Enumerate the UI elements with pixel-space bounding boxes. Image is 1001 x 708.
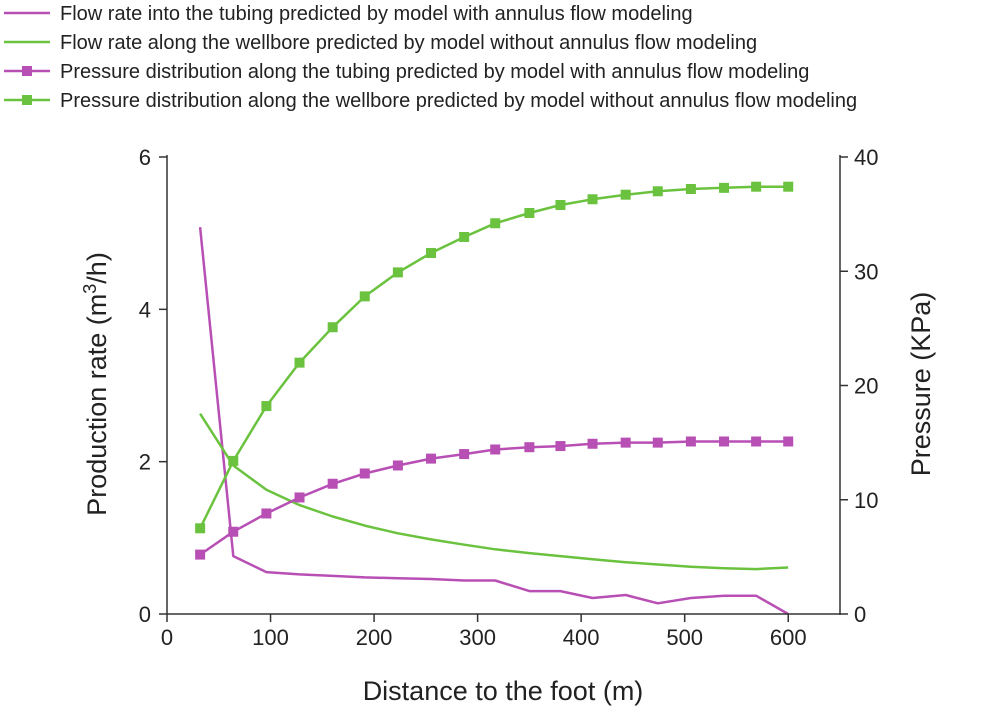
left-y-tick-label: 6	[139, 145, 151, 170]
right-y-tick-label: 30	[854, 259, 878, 284]
legend-item: Pressure distribution along the tubing p…	[4, 61, 809, 83]
data-point	[327, 322, 338, 333]
right-y-tick-label: 40	[854, 145, 878, 170]
data-point	[555, 199, 566, 210]
data-point	[751, 436, 762, 447]
series-line	[198, 185, 789, 529]
legend-label: Flow rate into the tubing predicted by m…	[60, 3, 693, 25]
series-4	[195, 181, 794, 534]
axes	[166, 155, 841, 615]
left-y-axis-title: Production rate (m3/h)	[80, 252, 112, 516]
left-y-tick-label: 2	[139, 450, 151, 475]
data-point	[751, 181, 762, 192]
data-point	[719, 182, 730, 193]
legend-label: Flow rate along the wellbore predicted b…	[60, 32, 757, 54]
x-tick-label: 100	[252, 625, 289, 650]
legend-label: Pressure distribution along the tubing p…	[60, 61, 809, 83]
legend-item: Flow rate along the wellbore predicted b…	[4, 32, 757, 54]
data-point	[459, 449, 470, 460]
data-point	[652, 186, 663, 197]
legend-item: Flow rate into the tubing predicted by m…	[4, 3, 693, 25]
x-axis-title: Distance to the foot (m)	[363, 676, 644, 706]
series-3	[195, 436, 794, 560]
x-tick-label: 500	[666, 625, 703, 650]
data-point	[392, 267, 403, 278]
data-point	[490, 444, 501, 455]
left-y-tick-label: 4	[139, 297, 151, 322]
plot-area	[195, 181, 794, 616]
right-y-tick-label: 0	[854, 602, 866, 627]
data-point	[261, 401, 272, 412]
data-point	[719, 436, 730, 447]
data-point	[783, 436, 794, 447]
x-tick-label: 400	[563, 625, 600, 650]
series-line	[198, 226, 789, 616]
data-point	[327, 478, 338, 489]
x-tick-label: 200	[356, 625, 393, 650]
data-point	[685, 183, 696, 194]
legend-marker	[22, 95, 32, 105]
data-point	[524, 207, 535, 218]
series-line	[199, 440, 789, 556]
ticks: 0 100 200 300 400 500 600 0 2 4 6 0 10 20 30 40	[139, 145, 879, 650]
data-point	[620, 437, 631, 448]
legend-marker	[22, 66, 32, 76]
data-point	[228, 526, 239, 537]
data-point	[261, 508, 272, 519]
x-tick-label: 0	[161, 625, 173, 650]
left-y-tick-label: 0	[139, 602, 151, 627]
data-point	[195, 523, 206, 534]
data-point	[359, 291, 370, 302]
right-y-tick-label: 20	[854, 374, 878, 399]
data-point	[294, 492, 305, 503]
series-1	[198, 226, 789, 616]
data-point	[195, 549, 206, 560]
legend-item: Pressure distribution along the wellbore…	[4, 90, 857, 112]
data-point	[294, 357, 305, 368]
data-point	[587, 194, 598, 205]
data-point	[587, 438, 598, 449]
series-2	[199, 413, 789, 571]
right-y-axis-title: Pressure (KPa)	[906, 292, 936, 477]
x-tick-label: 300	[459, 625, 496, 650]
data-point	[392, 460, 403, 471]
x-tick-label: 600	[770, 625, 807, 650]
data-point	[228, 455, 239, 466]
data-point	[426, 247, 437, 258]
data-point	[359, 468, 370, 479]
data-point	[524, 442, 535, 453]
data-point	[555, 441, 566, 452]
legend: Flow rate into the tubing predicted by m…	[4, 3, 857, 112]
series-line	[199, 413, 789, 571]
data-point	[490, 218, 501, 229]
legend-label: Pressure distribution along the wellbore…	[60, 90, 857, 112]
data-point	[459, 231, 470, 242]
data-point	[620, 189, 631, 200]
data-point	[685, 436, 696, 447]
data-point	[652, 437, 663, 448]
data-point	[783, 181, 794, 192]
right-y-tick-label: 10	[854, 488, 878, 513]
data-point	[426, 453, 437, 464]
